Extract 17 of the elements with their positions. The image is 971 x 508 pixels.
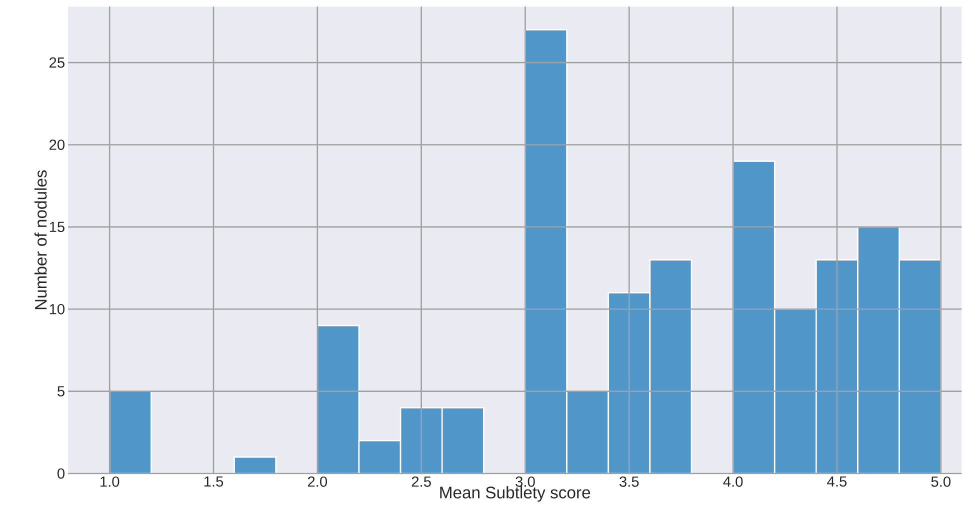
y-tick-label: 15 xyxy=(50,222,64,232)
x-tick-label: 4.5 xyxy=(827,476,847,487)
x-tick-label: 1.0 xyxy=(100,476,120,487)
y-axis-title: Number of nodules xyxy=(34,170,47,310)
x-tick-label: 1.5 xyxy=(204,476,224,487)
y-tick-label: 5 xyxy=(58,386,64,396)
x-tick-label: 2.0 xyxy=(308,476,328,487)
x-tick-label: 3.0 xyxy=(516,476,535,487)
y-tick-label: 20 xyxy=(50,139,65,150)
y-tick-label: 10 xyxy=(50,304,65,314)
x-tick-label: 4.0 xyxy=(723,476,743,487)
x-tick-label: 5.0 xyxy=(931,476,950,487)
y-tick-label: 25 xyxy=(50,57,64,68)
x-axis-title: Mean Subtlety score xyxy=(440,486,590,502)
x-tick-label: 3.5 xyxy=(620,476,639,487)
x-tick-label: 2.5 xyxy=(412,476,431,487)
y-tick-label: 0 xyxy=(58,468,65,479)
